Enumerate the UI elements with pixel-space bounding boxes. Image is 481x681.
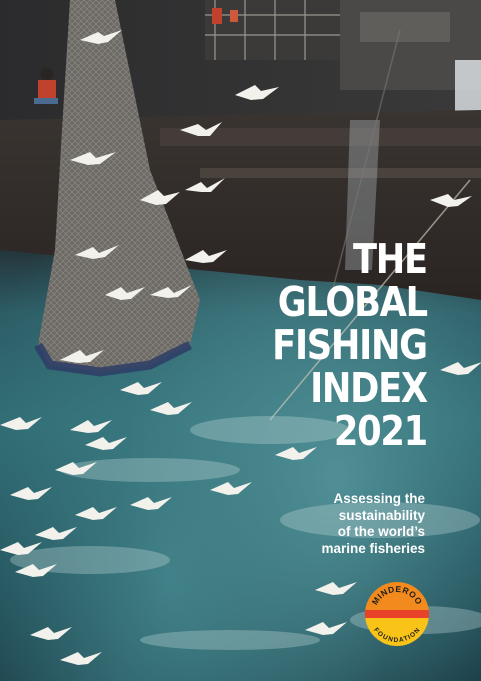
seabird xyxy=(275,447,317,460)
cable xyxy=(269,179,471,421)
report-subtitle: Assessing the sustainability of the worl… xyxy=(321,491,425,557)
subtitle-line: marine fisheries xyxy=(321,540,425,556)
subtitle-line: Assessing the xyxy=(333,491,425,506)
seabird xyxy=(150,285,192,298)
cable-2 xyxy=(329,29,401,301)
title-line: FISHING xyxy=(272,321,428,369)
ship-pipe-lower xyxy=(200,168,481,178)
seabird xyxy=(35,527,77,540)
report-title: THE GLOBAL FISHING INDEX 2021 xyxy=(272,235,428,455)
crew-figure xyxy=(212,8,238,24)
seabird xyxy=(60,350,104,363)
seabird xyxy=(235,85,279,100)
seabird xyxy=(305,622,347,635)
net-edge xyxy=(34,340,193,377)
seabird xyxy=(0,417,42,430)
seabird xyxy=(70,152,116,165)
seabird xyxy=(150,402,192,415)
seabird xyxy=(30,627,72,640)
seabird xyxy=(70,420,112,433)
seabird xyxy=(75,507,117,520)
seabird xyxy=(85,437,127,450)
subtitle-line: of the world’s xyxy=(337,524,425,539)
seabird xyxy=(15,564,57,577)
water-spray xyxy=(345,120,380,270)
sea-foam xyxy=(10,416,481,650)
seabird xyxy=(130,497,172,510)
seabirds xyxy=(0,30,481,665)
title-line: THE xyxy=(353,235,428,283)
ship-pipe xyxy=(160,128,481,146)
subtitle-line: sustainability xyxy=(338,507,425,523)
seabird xyxy=(80,30,122,44)
seabird xyxy=(185,178,225,192)
seabird xyxy=(185,250,227,263)
logo-bottom-half xyxy=(365,614,429,646)
ship-window xyxy=(360,12,450,42)
fisherman-figure xyxy=(34,68,58,104)
seabird xyxy=(315,582,357,595)
trawl-net-mesh xyxy=(38,0,200,372)
logo-band xyxy=(365,610,429,618)
seabird xyxy=(60,652,102,665)
seabird xyxy=(75,245,119,259)
seabird xyxy=(0,542,42,555)
seabird xyxy=(140,190,180,205)
title-line: INDEX xyxy=(310,364,428,412)
railing-bars xyxy=(205,0,345,60)
seabird xyxy=(105,287,145,300)
seabird xyxy=(210,482,252,495)
title-line: 2021 xyxy=(334,407,428,455)
seabird xyxy=(440,362,481,375)
seabird xyxy=(120,382,162,395)
seabird xyxy=(430,194,472,207)
seabird xyxy=(55,462,97,475)
seabird xyxy=(180,122,222,136)
title-line: GLOBAL xyxy=(277,278,428,326)
seabird xyxy=(10,487,52,500)
minderoo-foundation-logo: MINDEROO FOUNDATION xyxy=(365,582,429,646)
logo-top-half xyxy=(365,582,429,614)
